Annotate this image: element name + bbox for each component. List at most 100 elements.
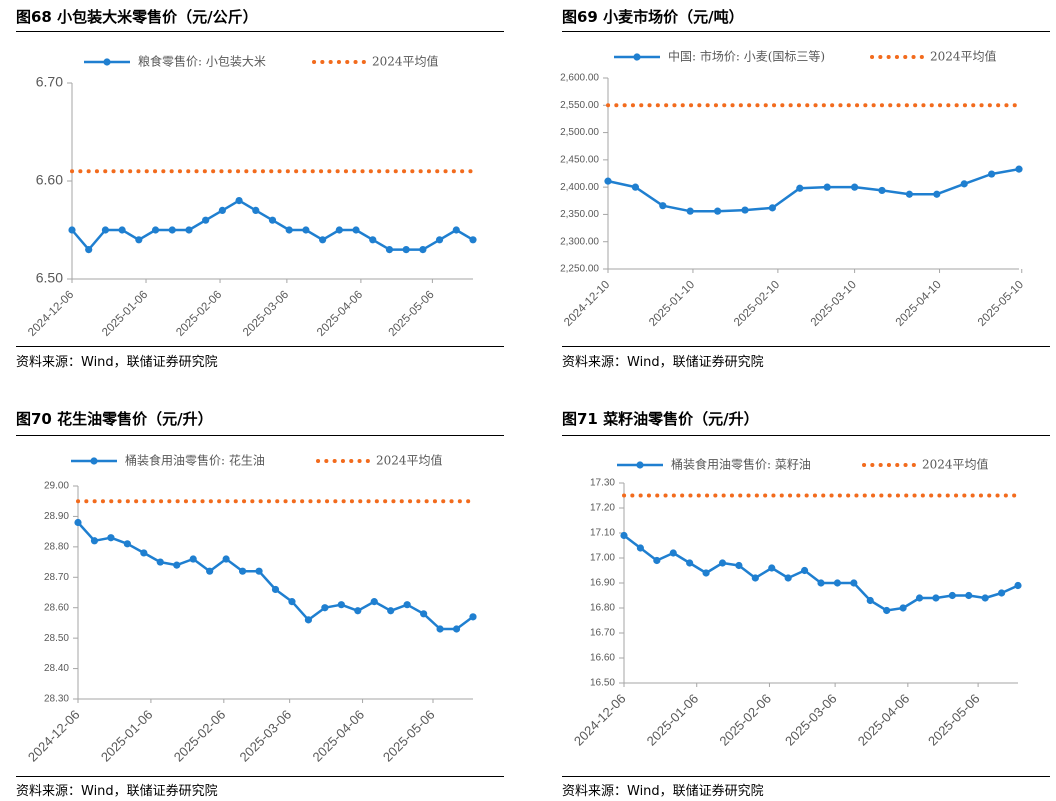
data-point <box>796 184 804 192</box>
y-tick-label: 29.00 <box>44 481 69 492</box>
data-point <box>268 216 277 224</box>
data-point <box>222 555 230 563</box>
y-tick-label: 16.90 <box>590 578 615 589</box>
data-point <box>932 594 940 602</box>
data-point <box>866 596 874 605</box>
source-note: 资料来源：Wind，联储证券研究院 <box>16 355 218 370</box>
data-point <box>252 206 260 214</box>
data-point <box>74 518 82 527</box>
line-chart: 6.50 6.60 6.70 2024-12-06 2025-01-06 2025-02-… <box>26 54 477 339</box>
x-tick-label: 2025-02-06 <box>716 691 774 749</box>
legend-average-label: 2024平均值 <box>372 54 439 69</box>
data-point <box>218 206 226 214</box>
y-tick-label: 17.30 <box>590 478 615 489</box>
data-point <box>168 226 176 234</box>
data-point <box>206 567 214 575</box>
x-tick-label: 2024-12-06 <box>26 289 76 339</box>
y-tick-label: 2,400.00 <box>560 182 599 193</box>
data-point <box>118 226 126 234</box>
x-tick-label: 2025-05-06 <box>925 691 983 749</box>
data-point <box>387 607 395 615</box>
x-tick-label: 2025-01-06 <box>100 289 150 339</box>
x-tick-label: 2025-03-06 <box>782 691 840 749</box>
title-divider <box>562 31 1050 32</box>
data-point <box>817 579 825 587</box>
data-point <box>156 558 164 566</box>
source-note: 资料来源：Wind，联储证券研究院 <box>562 784 764 799</box>
data-point <box>878 186 886 195</box>
data-point <box>851 183 859 191</box>
y-tick-label: 2,300.00 <box>560 236 599 247</box>
data-point <box>741 206 749 214</box>
x-tick-label: 2024-12-06 <box>571 691 629 749</box>
legend-average-label: 2024平均值 <box>922 457 989 472</box>
x-tick-label: 2025-05-06 <box>380 707 438 765</box>
y-tick-label: 16.70 <box>590 628 615 639</box>
y-tick-label: 6.60 <box>36 172 63 188</box>
data-point <box>369 236 377 244</box>
data-point <box>469 236 477 244</box>
x-tick-label: 2025-04-06 <box>309 707 367 765</box>
data-point <box>659 202 667 210</box>
data-point <box>1014 581 1022 590</box>
x-tick-label: 2025-01-10 <box>647 279 697 329</box>
data-point <box>469 613 477 621</box>
title-divider <box>16 435 504 436</box>
x-tick-label: 2025-04-06 <box>315 289 365 339</box>
data-point <box>288 598 296 606</box>
data-point <box>202 216 210 224</box>
data-point <box>653 556 661 565</box>
data-point <box>850 579 858 587</box>
data-point <box>452 226 460 234</box>
y-tick-label: 17.00 <box>590 553 615 564</box>
y-tick-label: 17.10 <box>590 528 615 539</box>
data-point <box>620 531 628 540</box>
data-point <box>669 549 677 557</box>
data-point <box>1015 165 1023 173</box>
data-point <box>751 574 759 582</box>
data-point <box>101 226 110 234</box>
y-tick-label: 28.70 <box>44 572 69 583</box>
data-point <box>833 579 842 587</box>
y-tick-label: 28.60 <box>44 602 69 613</box>
data-point <box>68 226 76 234</box>
x-tick-label: 2025-02-06 <box>171 707 229 765</box>
data-point <box>321 604 329 612</box>
data-point <box>686 207 694 215</box>
data-point <box>965 591 973 600</box>
data-point <box>988 170 996 178</box>
x-tick-label: 2025-05-10 <box>976 279 1026 329</box>
data-point <box>702 569 710 577</box>
chart-panel-peanut-oil: 图70 花生油零售价（元/升） 28.30 28.40 28.50 28.60 28.7… <box>16 404 504 801</box>
x-tick-label: 2025-03-06 <box>237 707 295 765</box>
y-tick-label: 17.20 <box>590 503 615 514</box>
x-tick-label: 2025-01-06 <box>98 707 156 765</box>
data-point <box>419 246 427 254</box>
data-point <box>933 190 941 198</box>
data-point <box>686 559 694 567</box>
panel-title: 图69 小麦市场价（元/吨） <box>562 8 744 26</box>
y-tick-label: 6.70 <box>36 74 63 90</box>
source-note: 资料来源：Wind，联储证券研究院 <box>562 355 764 370</box>
line-chart: 28.30 28.40 28.50 28.60 28.70 28.80 28.90 29.00… <box>25 453 477 765</box>
x-tick-label: 2024-12-06 <box>25 707 83 765</box>
chart-panel-rapeseed-oil: 图71 菜籽油零售价（元/升） 16.50 16.60 16.70 16.80 16.9… <box>562 404 1050 801</box>
title-divider <box>562 435 1050 436</box>
y-tick-label: 16.80 <box>590 603 615 614</box>
y-tick-label: 28.90 <box>44 511 69 522</box>
y-tick-label: 16.50 <box>590 678 615 689</box>
legend-series-label: 桶装食用油零售价: 菜籽油 <box>671 457 811 472</box>
data-point <box>800 566 809 575</box>
data-point <box>238 567 247 575</box>
y-tick-label: 28.50 <box>44 633 69 644</box>
y-tick-label: 2,600.00 <box>560 73 599 84</box>
legend-series-label: 中国: 市场价: 小麦(国标三等) <box>668 49 825 64</box>
legend-series-label: 粮食零售价: 小包装大米 <box>138 54 266 69</box>
x-tick-label: 2025-02-06 <box>174 289 224 339</box>
data-point <box>302 226 310 234</box>
data-point <box>768 204 776 212</box>
data-point <box>997 589 1006 597</box>
data-point <box>140 549 148 557</box>
x-tick-label: 2025-02-10 <box>732 279 782 329</box>
data-point <box>452 625 461 633</box>
